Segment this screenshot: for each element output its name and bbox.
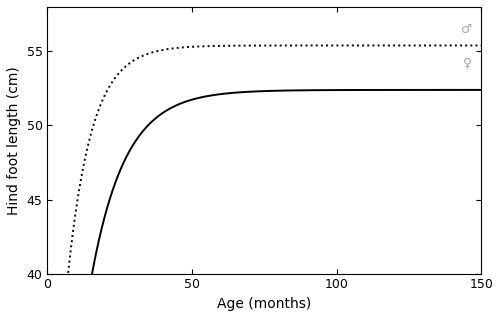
Y-axis label: Hind foot length (cm): Hind foot length (cm) <box>7 66 21 215</box>
Text: ♂: ♂ <box>461 23 472 36</box>
Text: ♀: ♀ <box>464 57 472 70</box>
X-axis label: Age (months): Age (months) <box>217 297 312 311</box>
